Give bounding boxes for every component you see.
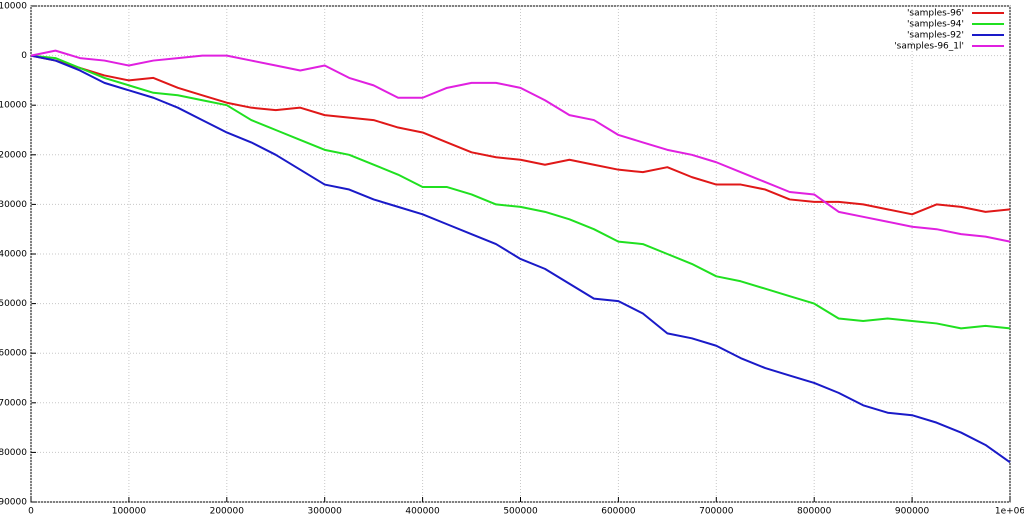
series-line	[30, 54, 1011, 464]
y-tick-label: -60000	[0, 349, 27, 359]
y-tick-label: 10000	[0, 2, 27, 12]
y-tick-label: -70000	[0, 398, 27, 408]
x-tick-label: 700000	[699, 507, 734, 517]
x-tick-label: 900000	[895, 507, 930, 517]
y-tick-label: -50000	[0, 299, 27, 309]
x-tick-label: 200000	[210, 507, 245, 517]
x-tick-label: 500000	[503, 507, 538, 517]
y-tick-label: -40000	[0, 250, 27, 260]
series-line	[30, 54, 1011, 330]
x-tick-label: 400000	[405, 507, 440, 517]
x-tick-label: 100000	[112, 507, 147, 517]
legend-label: 'samples-96'	[907, 9, 964, 19]
y-tick-label: -10000	[0, 101, 27, 111]
y-tick-label: 0	[21, 51, 27, 61]
x-tick-label: 800000	[797, 507, 832, 517]
y-tick-label: -90000	[0, 498, 27, 508]
x-tick-label: 300000	[308, 507, 343, 517]
x-tick-label: 600000	[601, 507, 636, 517]
y-tick-label: -20000	[0, 150, 27, 160]
series-line	[30, 54, 1011, 216]
y-tick-label: -30000	[0, 200, 27, 210]
y-tick-label: -80000	[0, 448, 27, 458]
legend-label: 'samples-96_1l'	[894, 42, 964, 52]
x-tick-label: 1e+06	[995, 507, 1024, 517]
legend-label: 'samples-94'	[907, 20, 964, 30]
x-tick-label: 0	[28, 507, 34, 517]
legend-label: 'samples-92'	[907, 31, 964, 41]
series-line	[30, 49, 1011, 243]
